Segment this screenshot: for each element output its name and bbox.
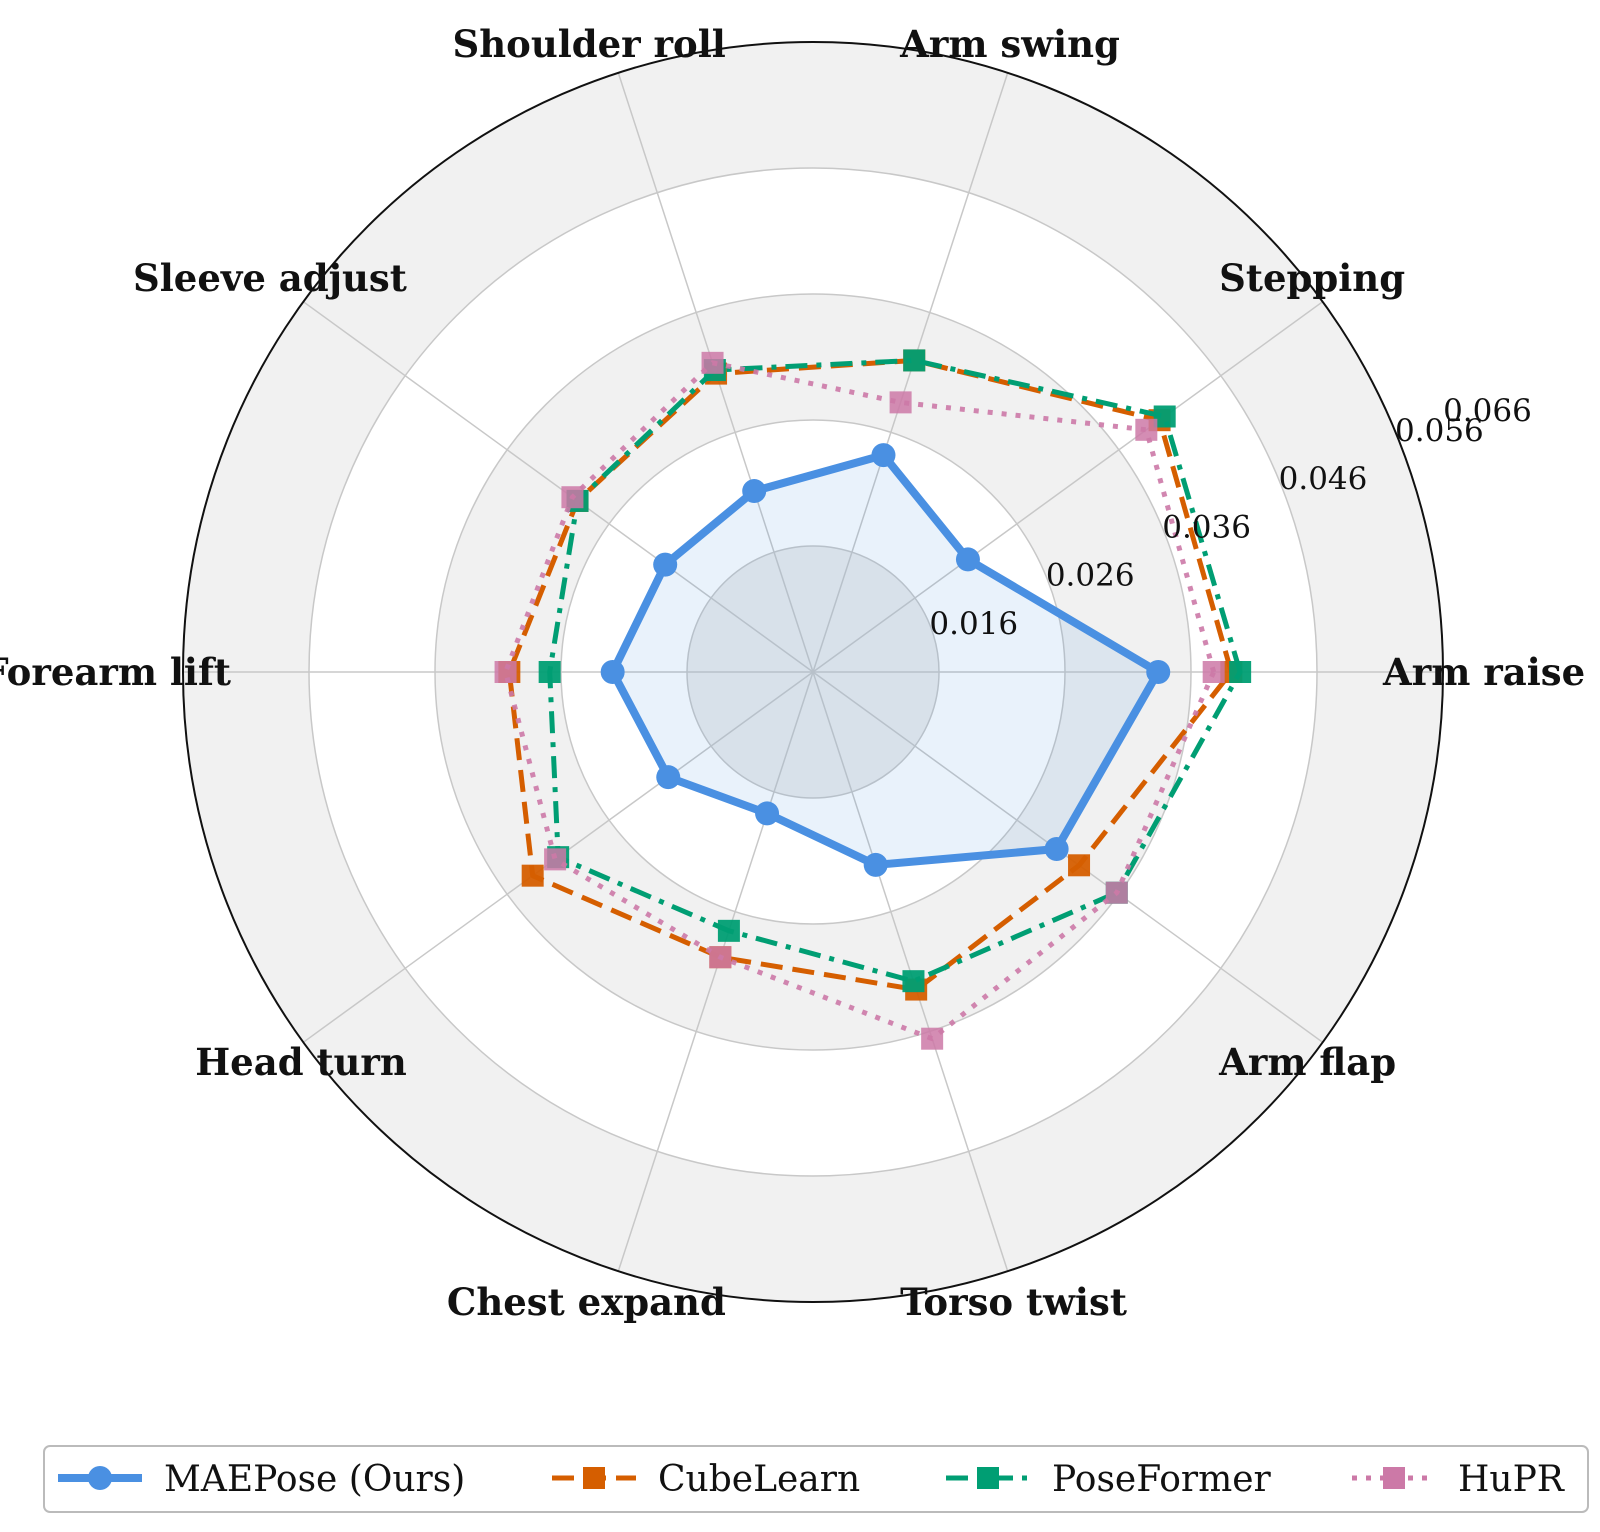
data-point bbox=[1044, 837, 1069, 862]
data-point bbox=[921, 1027, 944, 1050]
radial-tick-label: 0.066 bbox=[1443, 393, 1532, 429]
radial-tick-label: 0.026 bbox=[1046, 558, 1135, 594]
data-point bbox=[709, 946, 732, 969]
legend-item-hupr: HuPR bbox=[1352, 1459, 1565, 1500]
category-label-stepping: Stepping bbox=[1219, 256, 1405, 300]
data-point bbox=[1146, 660, 1171, 684]
data-point bbox=[902, 970, 925, 993]
category-label-shoulder-roll: Shoulder roll bbox=[453, 22, 726, 66]
data-point bbox=[742, 479, 767, 504]
legend-swatch-marker bbox=[88, 1466, 112, 1490]
category-label-arm-raise: Arm raise bbox=[1382, 650, 1585, 694]
data-point bbox=[653, 552, 678, 577]
data-point bbox=[538, 661, 561, 683]
data-point bbox=[561, 486, 584, 509]
data-point bbox=[1229, 661, 1252, 683]
data-point bbox=[889, 391, 912, 414]
radial-tick-label: 0.036 bbox=[1162, 509, 1251, 545]
data-point bbox=[1153, 405, 1176, 428]
category-label-arm-flap: Arm flap bbox=[1218, 1040, 1396, 1084]
category-labels: Arm raise Stepping Arm swing Shoulder roll S… bbox=[0, 22, 1585, 1324]
legend: MAEPose (Ours) CubeLearn PoseFormer HuPR bbox=[43, 1445, 1589, 1513]
legend-label: PoseFormer bbox=[1052, 1459, 1272, 1500]
legend-swatch-marker bbox=[1383, 1467, 1405, 1489]
outer-circle bbox=[182, 41, 1444, 1303]
data-point bbox=[656, 765, 681, 790]
legend-item-cubelearn: CubeLearn bbox=[552, 1459, 860, 1500]
data-point bbox=[903, 349, 926, 372]
grid-spoke bbox=[617, 671, 814, 1272]
series-maepose-ours bbox=[600, 443, 1171, 877]
grid-spoke bbox=[812, 301, 1324, 673]
legend-label: HuPR bbox=[1458, 1459, 1565, 1500]
data-point bbox=[1135, 418, 1158, 441]
series-area bbox=[612, 455, 1159, 865]
category-label-arm-swing: Arm swing bbox=[899, 22, 1120, 66]
data-point bbox=[1105, 881, 1128, 904]
legend-label: CubeLearn bbox=[658, 1459, 860, 1500]
data-point bbox=[701, 351, 724, 374]
legend-swatch-marker bbox=[583, 1467, 605, 1489]
category-label-chest-expand: Chest expand bbox=[447, 1280, 726, 1324]
legend-item-maepose-ours: MAEPose (Ours) bbox=[58, 1459, 465, 1500]
data-point bbox=[521, 864, 544, 887]
legend-box bbox=[43, 1445, 1589, 1513]
data-point bbox=[755, 801, 780, 826]
grid-spoke bbox=[812, 671, 1324, 1043]
legend-item-poseformer: PoseFormer bbox=[946, 1459, 1272, 1500]
legend-label: MAEPose (Ours) bbox=[164, 1459, 465, 1500]
data-point bbox=[1068, 854, 1091, 877]
category-label-torso-twist: Torso twist bbox=[900, 1280, 1127, 1324]
category-label-sleeve-adjust: Sleeve adjust bbox=[133, 256, 407, 300]
series-hupr bbox=[494, 351, 1225, 1050]
legend-swatch-marker bbox=[977, 1467, 999, 1489]
series-layer bbox=[494, 349, 1252, 1050]
data-point bbox=[600, 660, 625, 684]
data-point bbox=[955, 547, 980, 572]
grid-spoke bbox=[302, 301, 814, 673]
data-point bbox=[544, 848, 567, 871]
radial-tick-label: 0.056 bbox=[1395, 413, 1484, 449]
plot-frame bbox=[182, 41, 1444, 1303]
data-point bbox=[863, 852, 888, 877]
data-point bbox=[717, 919, 740, 942]
category-label-head-turn: Head turn bbox=[195, 1040, 407, 1084]
category-label-forearm-lift: Forearm lift bbox=[0, 650, 231, 694]
data-point bbox=[871, 443, 896, 468]
data-point bbox=[494, 661, 517, 683]
radial-tick-label: 0.046 bbox=[1279, 461, 1368, 497]
grid-spoke bbox=[812, 72, 1009, 673]
radial-tick-label: 0.016 bbox=[929, 606, 1018, 642]
data-point bbox=[1202, 661, 1225, 683]
